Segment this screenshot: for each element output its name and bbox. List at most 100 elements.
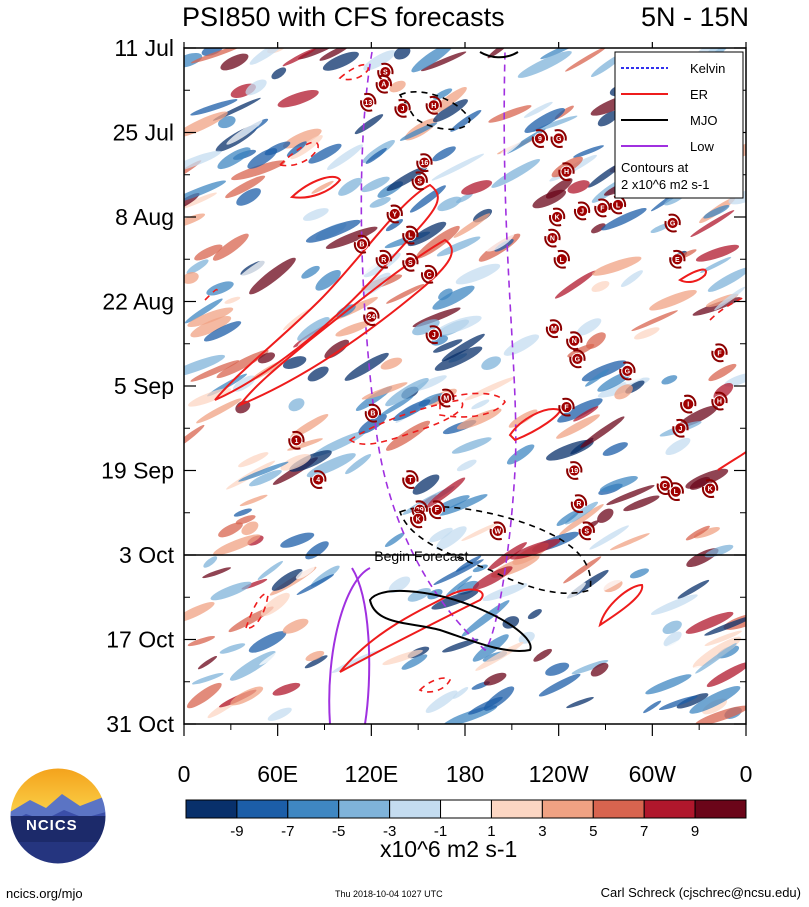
storm-spiral	[353, 241, 367, 254]
anomaly-streak	[506, 262, 524, 277]
anomaly-streak	[606, 485, 655, 506]
anomaly-streak	[589, 567, 637, 596]
anomaly-streak	[197, 655, 218, 670]
anomaly-streak	[378, 395, 414, 417]
storm-dot	[356, 238, 368, 251]
storm-dot	[612, 199, 624, 211]
anomaly-streak	[344, 352, 389, 381]
storm-spiral	[535, 129, 549, 141]
x-tick-label: 60W	[629, 761, 677, 787]
anomaly-streak	[369, 197, 391, 208]
storm-spiral	[566, 338, 579, 351]
anomaly-streak	[482, 583, 528, 601]
site-link[interactable]: ncics.org/mjo	[6, 886, 83, 901]
anomaly-streak	[257, 560, 284, 580]
anomaly-streak	[576, 318, 602, 336]
storm-spiral	[548, 228, 561, 241]
anomaly-streak	[380, 357, 403, 370]
storm-dot	[658, 479, 671, 492]
anomaly-streak	[665, 437, 691, 456]
anomaly-streak	[224, 296, 241, 304]
storm-spiral	[420, 153, 433, 165]
anomaly-streak	[614, 384, 633, 400]
storm-label: C	[662, 483, 667, 490]
storm-marker: 1	[288, 430, 305, 450]
storm-label: S	[584, 528, 589, 535]
storm-dot	[713, 346, 726, 359]
storm-dot	[682, 398, 695, 411]
anomaly-streak	[259, 645, 291, 666]
storm-spiral	[669, 257, 682, 269]
storm-marker: C	[656, 476, 673, 495]
anomaly-streak	[567, 180, 590, 194]
anomaly-streak	[487, 48, 511, 59]
er-contour	[204, 288, 218, 301]
legend-label: Low	[690, 139, 714, 154]
legend-box	[614, 51, 744, 199]
anomaly-streak	[450, 109, 482, 132]
y-tick-label: 19 Sep	[101, 458, 174, 484]
anomaly-streak	[384, 532, 405, 548]
anomaly-streak	[436, 526, 467, 551]
storm-label: T	[408, 477, 413, 484]
anomaly-streak	[483, 672, 507, 686]
storm-marker: 16	[416, 153, 433, 173]
storm-spiral	[379, 74, 392, 87]
anomaly-streak	[407, 221, 447, 247]
anomaly-streak	[436, 236, 481, 257]
storm-spiral	[367, 307, 380, 319]
storm-spiral	[573, 208, 587, 221]
anomaly-streak	[184, 180, 226, 203]
legend-note: Contours at	[621, 160, 689, 175]
er-contour	[338, 63, 369, 81]
storm-marker: N	[544, 228, 561, 248]
storm-spiral	[672, 426, 685, 438]
anomaly-streak	[186, 486, 238, 520]
colorbar-swatch	[389, 799, 442, 819]
anomaly-streak	[563, 556, 602, 584]
wave-contours: Begin Forecast	[184, 51, 746, 724]
storm-spiral	[425, 332, 439, 345]
storm-dot	[440, 392, 453, 404]
anomaly-streak	[354, 114, 384, 135]
er-contour	[289, 175, 342, 199]
er-contour	[278, 141, 319, 167]
anomaly-streak	[420, 51, 467, 72]
storm-dot	[552, 132, 565, 145]
legend-label: MJO	[690, 113, 717, 128]
storm-spiral	[411, 178, 424, 191]
anomaly-streak	[297, 317, 330, 341]
storm-label: F	[564, 405, 569, 412]
storm-spiral	[715, 343, 728, 355]
anomaly-streak	[190, 360, 240, 382]
anomaly-streak	[441, 333, 485, 362]
anomaly-streak	[434, 346, 483, 371]
storm-spiral	[574, 494, 588, 506]
anomaly-streak	[714, 286, 746, 311]
anomaly-streak	[306, 638, 331, 653]
storm-spiral	[438, 395, 451, 408]
storm-marker: J	[425, 325, 442, 345]
storm-dot	[576, 205, 588, 217]
storm-spiral	[375, 82, 389, 94]
anomaly-streak	[573, 406, 599, 422]
anomaly-streak	[589, 525, 629, 550]
anomaly-streak	[707, 267, 746, 292]
storm-label: G	[625, 368, 631, 375]
anomaly-streak	[523, 101, 553, 118]
anomaly-streak	[407, 587, 431, 602]
anomaly-streak	[433, 88, 453, 100]
colorbar-label: -3	[383, 823, 396, 840]
storm-dot	[377, 253, 390, 266]
anomaly-streak	[601, 208, 647, 231]
anomaly-streak	[602, 442, 628, 456]
storm-spiral	[619, 368, 632, 381]
anomaly-streak	[286, 141, 307, 157]
storm-spiral	[402, 477, 415, 489]
storm-label: F	[435, 507, 440, 514]
anomaly-streak	[280, 532, 315, 548]
storm-dot	[290, 434, 303, 447]
storm-spiral	[416, 160, 429, 173]
anomaly-streak	[365, 147, 387, 164]
anomaly-streak	[631, 310, 678, 332]
